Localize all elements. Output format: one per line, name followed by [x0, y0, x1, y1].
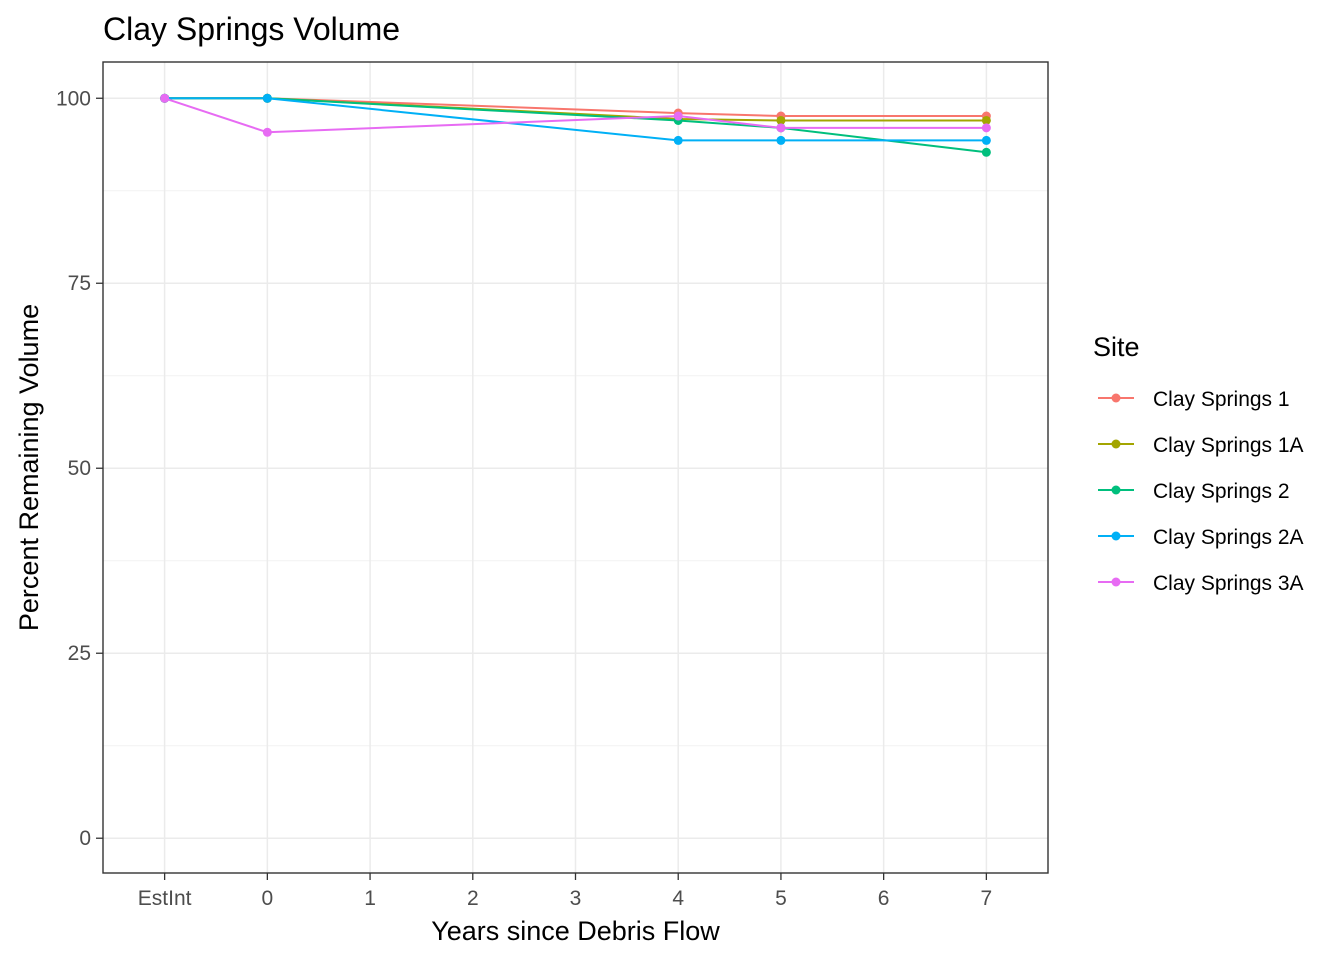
legend-label: Clay Springs 2	[1153, 480, 1290, 503]
data-point	[673, 135, 683, 145]
legend-label: Clay Springs 1	[1153, 388, 1290, 411]
legend-item: Clay Springs 2A	[1098, 526, 1304, 549]
x-tick-label: 1	[364, 887, 376, 910]
data-point	[776, 115, 786, 125]
data-point	[673, 111, 683, 121]
x-tick-label: 0	[262, 887, 274, 910]
data-point	[160, 93, 170, 103]
data-point	[981, 135, 991, 145]
data-point	[262, 127, 272, 137]
x-tick-label: 6	[878, 887, 890, 910]
data-point	[981, 123, 991, 133]
x-tick-label: EstInt	[138, 887, 192, 910]
series-clay-springs-3a	[160, 93, 991, 137]
legend-label: Clay Springs 1A	[1153, 434, 1304, 457]
y-tick-label: 25	[68, 642, 91, 665]
y-tick-label: 75	[68, 272, 91, 295]
x-axis-title: Years since Debris Flow	[431, 916, 720, 946]
legend-key-point	[1111, 577, 1121, 587]
y-axis-title: Percent Remaining Volume	[14, 304, 44, 631]
legend-label: Clay Springs 2A	[1153, 526, 1304, 549]
data-point	[981, 147, 991, 157]
x-tick-label: 5	[775, 887, 787, 910]
legend-key-point	[1111, 439, 1121, 449]
legend-title: Site	[1093, 332, 1140, 362]
y-tick-label: 0	[79, 827, 91, 850]
data-point	[262, 93, 272, 103]
legend-key-point	[1111, 393, 1121, 403]
data-point	[776, 135, 786, 145]
legend-item: Clay Springs 1	[1098, 388, 1290, 411]
grid-major	[103, 62, 1048, 873]
x-axis: EstInt 0 1 2 3 4 5 6 7	[138, 873, 992, 910]
x-tick-label: 2	[467, 887, 479, 910]
y-tick-label: 50	[68, 457, 91, 480]
chart-title: Clay Springs Volume	[103, 11, 400, 47]
data-point	[776, 123, 786, 133]
legend-key-point	[1111, 531, 1121, 541]
series-layer	[160, 93, 991, 157]
legend: Site Clay Springs 1 Clay Springs 1A Clay S…	[1093, 332, 1304, 595]
legend-item: Clay Springs 1A	[1098, 434, 1304, 457]
legend-item: Clay Springs 3A	[1098, 572, 1304, 595]
legend-item: Clay Springs 2	[1098, 480, 1290, 503]
legend-key-point	[1111, 485, 1121, 495]
data-point	[981, 115, 991, 125]
x-tick-label: 4	[672, 887, 684, 910]
x-tick-label: 3	[570, 887, 582, 910]
x-tick-label: 7	[981, 887, 993, 910]
y-axis: 0 25 50 75 100	[56, 87, 103, 850]
y-tick-label: 100	[56, 87, 91, 110]
legend-label: Clay Springs 3A	[1153, 572, 1304, 595]
